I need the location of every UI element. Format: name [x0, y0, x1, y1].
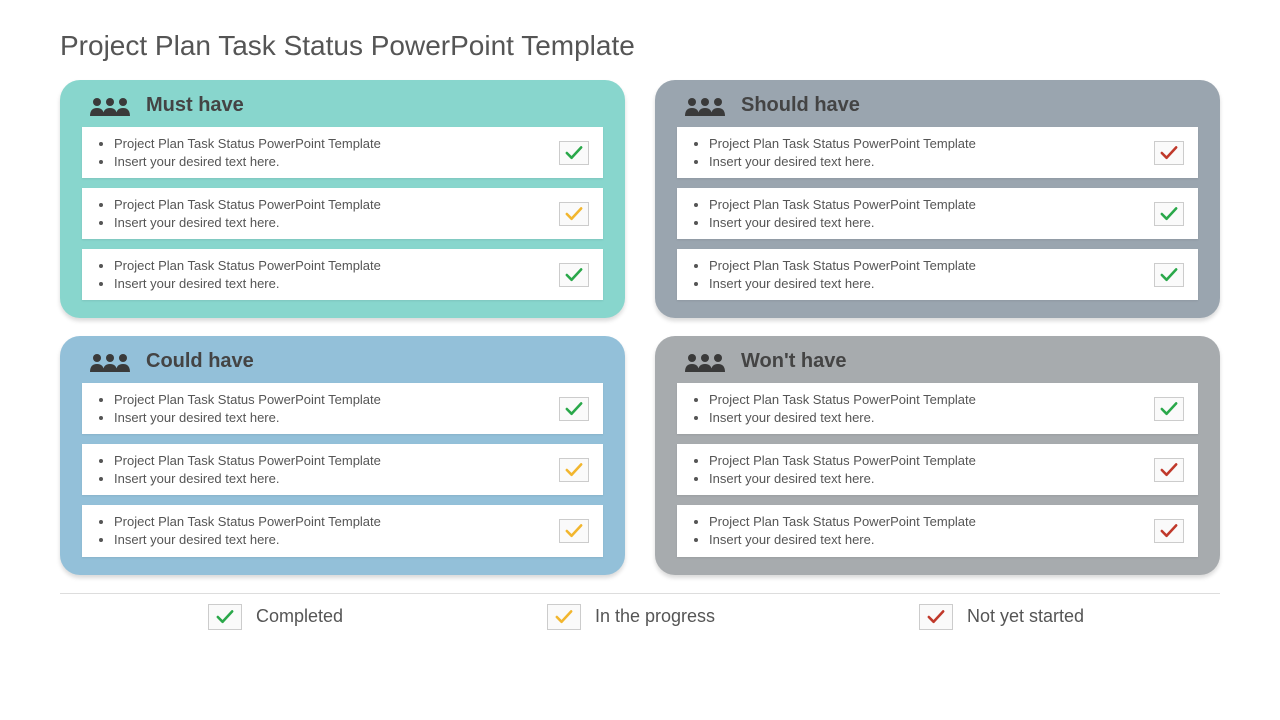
task-line: Insert your desired text here.	[114, 531, 381, 549]
task-line: Project Plan Task Status PowerPoint Temp…	[709, 452, 976, 470]
task-text: Project Plan Task Status PowerPoint Temp…	[96, 513, 381, 548]
task-line: Project Plan Task Status PowerPoint Temp…	[709, 513, 976, 531]
task-text: Project Plan Task Status PowerPoint Temp…	[96, 257, 381, 292]
task-line: Insert your desired text here.	[114, 470, 381, 488]
panel-header: Could have	[82, 350, 603, 373]
legend-item: Completed	[196, 604, 343, 630]
legend-check-icon	[919, 604, 953, 630]
task-line: Insert your desired text here.	[114, 153, 381, 171]
task-line: Project Plan Task Status PowerPoint Temp…	[114, 135, 381, 153]
task-line: Insert your desired text here.	[709, 214, 976, 232]
legend: Completed In the progress Not yet starte…	[60, 604, 1220, 630]
task-line: Insert your desired text here.	[709, 275, 976, 293]
task-row: Project Plan Task Status PowerPoint Temp…	[677, 127, 1198, 178]
status-checkbox[interactable]	[559, 519, 589, 543]
task-text: Project Plan Task Status PowerPoint Temp…	[691, 452, 976, 487]
legend-divider	[60, 593, 1220, 594]
task-line: Insert your desired text here.	[709, 153, 976, 171]
legend-check-icon	[208, 604, 242, 630]
task-row: Project Plan Task Status PowerPoint Temp…	[677, 505, 1198, 556]
legend-label: Not yet started	[967, 606, 1084, 627]
panel-title: Must have	[146, 94, 244, 117]
people-icon	[88, 352, 132, 372]
panel: Must have Project Plan Task Status Power…	[60, 80, 625, 318]
task-line: Project Plan Task Status PowerPoint Temp…	[709, 257, 976, 275]
task-row: Project Plan Task Status PowerPoint Temp…	[677, 444, 1198, 495]
task-line: Project Plan Task Status PowerPoint Temp…	[709, 196, 976, 214]
panel-header: Won't have	[677, 350, 1198, 373]
status-checkbox[interactable]	[1154, 141, 1184, 165]
panel-title: Won't have	[741, 350, 847, 373]
task-line: Project Plan Task Status PowerPoint Temp…	[709, 391, 976, 409]
task-row: Project Plan Task Status PowerPoint Temp…	[82, 383, 603, 434]
legend-check-icon	[547, 604, 581, 630]
status-checkbox[interactable]	[1154, 202, 1184, 226]
panel: Could have Project Plan Task Status Powe…	[60, 336, 625, 574]
task-row: Project Plan Task Status PowerPoint Temp…	[82, 444, 603, 495]
panel-header: Must have	[82, 94, 603, 117]
task-text: Project Plan Task Status PowerPoint Temp…	[96, 196, 381, 231]
status-checkbox[interactable]	[1154, 519, 1184, 543]
status-checkbox[interactable]	[1154, 397, 1184, 421]
task-line: Project Plan Task Status PowerPoint Temp…	[114, 196, 381, 214]
panel-title: Should have	[741, 94, 860, 117]
task-row: Project Plan Task Status PowerPoint Temp…	[82, 188, 603, 239]
panel: Won't have Project Plan Task Status Powe…	[655, 336, 1220, 574]
people-icon	[683, 96, 727, 116]
task-line: Project Plan Task Status PowerPoint Temp…	[114, 452, 381, 470]
panel-title: Could have	[146, 350, 254, 373]
task-row: Project Plan Task Status PowerPoint Temp…	[82, 249, 603, 300]
task-line: Insert your desired text here.	[709, 409, 976, 427]
status-checkbox[interactable]	[559, 141, 589, 165]
legend-item: In the progress	[535, 604, 715, 630]
task-line: Insert your desired text here.	[114, 409, 381, 427]
task-text: Project Plan Task Status PowerPoint Temp…	[96, 135, 381, 170]
task-line: Project Plan Task Status PowerPoint Temp…	[114, 513, 381, 531]
legend-label: Completed	[256, 606, 343, 627]
task-row: Project Plan Task Status PowerPoint Temp…	[677, 249, 1198, 300]
status-checkbox[interactable]	[1154, 263, 1184, 287]
status-checkbox[interactable]	[559, 263, 589, 287]
legend-item: Not yet started	[907, 604, 1084, 630]
task-line: Insert your desired text here.	[709, 470, 976, 488]
task-text: Project Plan Task Status PowerPoint Temp…	[96, 452, 381, 487]
task-line: Insert your desired text here.	[114, 214, 381, 232]
people-icon	[683, 352, 727, 372]
task-line: Project Plan Task Status PowerPoint Temp…	[114, 391, 381, 409]
page-title: Project Plan Task Status PowerPoint Temp…	[60, 30, 1220, 62]
task-line: Project Plan Task Status PowerPoint Temp…	[709, 135, 976, 153]
task-text: Project Plan Task Status PowerPoint Temp…	[691, 257, 976, 292]
panel-header: Should have	[677, 94, 1198, 117]
task-line: Insert your desired text here.	[709, 531, 976, 549]
task-text: Project Plan Task Status PowerPoint Temp…	[691, 196, 976, 231]
task-line: Project Plan Task Status PowerPoint Temp…	[114, 257, 381, 275]
task-text: Project Plan Task Status PowerPoint Temp…	[96, 391, 381, 426]
status-checkbox[interactable]	[1154, 458, 1184, 482]
task-text: Project Plan Task Status PowerPoint Temp…	[691, 513, 976, 548]
task-text: Project Plan Task Status PowerPoint Temp…	[691, 135, 976, 170]
people-icon	[88, 96, 132, 116]
status-checkbox[interactable]	[559, 202, 589, 226]
panel-grid: Must have Project Plan Task Status Power…	[60, 80, 1220, 575]
task-row: Project Plan Task Status PowerPoint Temp…	[677, 188, 1198, 239]
task-row: Project Plan Task Status PowerPoint Temp…	[677, 383, 1198, 434]
status-checkbox[interactable]	[559, 397, 589, 421]
task-row: Project Plan Task Status PowerPoint Temp…	[82, 127, 603, 178]
status-checkbox[interactable]	[559, 458, 589, 482]
task-line: Insert your desired text here.	[114, 275, 381, 293]
task-text: Project Plan Task Status PowerPoint Temp…	[691, 391, 976, 426]
task-row: Project Plan Task Status PowerPoint Temp…	[82, 505, 603, 556]
legend-label: In the progress	[595, 606, 715, 627]
panel: Should have Project Plan Task Status Pow…	[655, 80, 1220, 318]
